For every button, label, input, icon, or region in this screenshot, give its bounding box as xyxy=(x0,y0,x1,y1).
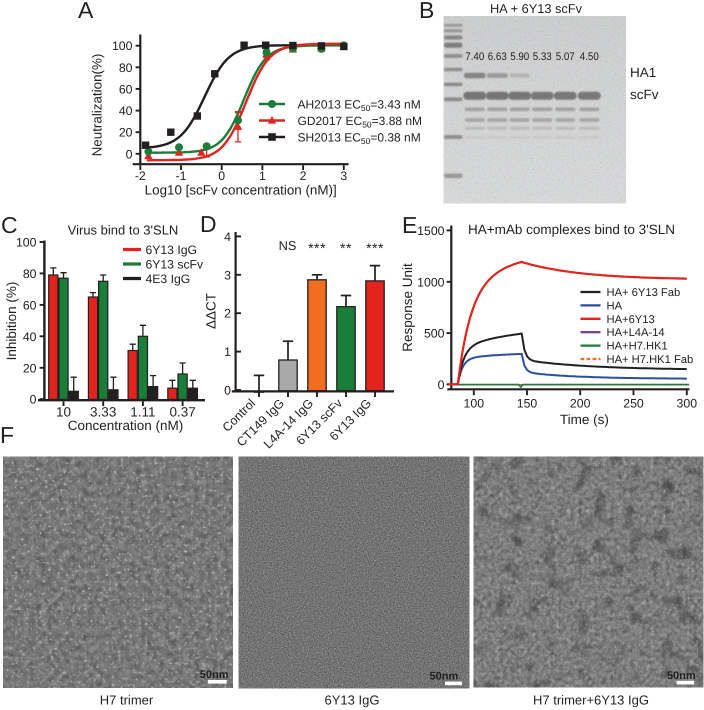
svg-text:Virus bind to 3'SLN: Virus bind to 3'SLN xyxy=(68,223,179,238)
svg-text:Inhibition (%): Inhibition (%) xyxy=(4,282,19,361)
svg-text:250: 250 xyxy=(623,397,644,411)
svg-text:HA+ 6Y13 Fab: HA+ 6Y13 Fab xyxy=(607,287,681,299)
svg-text:3.33: 3.33 xyxy=(90,405,116,420)
svg-text:2: 2 xyxy=(300,169,307,183)
svg-text:80: 80 xyxy=(23,267,37,281)
svg-text:0.37: 0.37 xyxy=(169,405,195,420)
svg-text:AH2013 EC50=3.43 nM: AH2013 EC50=3.43 nM xyxy=(298,97,421,113)
svg-text:ΔΔCT: ΔΔCT xyxy=(204,293,219,329)
svg-text:5.90: 5.90 xyxy=(510,51,529,63)
svg-text:100: 100 xyxy=(112,39,133,53)
svg-text:Log10 [scFv concentration (nM): Log10 [scFv concentration (nM)] xyxy=(145,183,337,198)
svg-text:3: 3 xyxy=(224,268,231,282)
svg-text:HA: HA xyxy=(607,300,623,312)
svg-text:40: 40 xyxy=(23,330,37,344)
svg-text:HA+L4A-14: HA+L4A-14 xyxy=(607,327,665,339)
svg-text:-1: -1 xyxy=(176,169,187,183)
svg-text:6Y13 scFv: 6Y13 scFv xyxy=(146,258,204,272)
svg-text:Concentration (nM): Concentration (nM) xyxy=(68,418,184,433)
svg-text:5.33: 5.33 xyxy=(533,51,552,63)
svg-text:1: 1 xyxy=(224,345,231,359)
svg-text:B: B xyxy=(419,0,434,23)
svg-text:20: 20 xyxy=(119,126,133,140)
svg-text:6Y13 IgG: 6Y13 IgG xyxy=(325,693,380,708)
svg-text:20: 20 xyxy=(23,361,37,375)
svg-text:0: 0 xyxy=(218,169,225,183)
svg-text:1500: 1500 xyxy=(417,224,445,238)
svg-text:HA1: HA1 xyxy=(630,65,656,80)
svg-text:HA + 6Y13 scFv: HA + 6Y13 scFv xyxy=(490,1,583,16)
svg-text:200: 200 xyxy=(570,397,591,411)
svg-text:HA+H7.HK1: HA+H7.HK1 xyxy=(607,341,668,353)
svg-text:1: 1 xyxy=(259,169,266,183)
svg-text:50nm: 50nm xyxy=(667,670,696,682)
svg-text:**: ** xyxy=(340,240,352,256)
svg-text:150: 150 xyxy=(517,397,538,411)
svg-text:50nm: 50nm xyxy=(200,669,229,681)
svg-text:Neutralization(%): Neutralization(%) xyxy=(90,54,105,157)
svg-text:H7 trimer: H7 trimer xyxy=(100,693,154,708)
svg-text:C: C xyxy=(1,212,18,238)
svg-text:50nm: 50nm xyxy=(430,671,459,683)
svg-text:0: 0 xyxy=(224,384,231,398)
svg-text:H7 trimer+6Y13 IgG: H7 trimer+6Y13 IgG xyxy=(533,693,649,708)
svg-text:80: 80 xyxy=(119,61,133,75)
svg-text:***: *** xyxy=(366,240,384,256)
svg-text:40: 40 xyxy=(119,104,133,118)
svg-text:0: 0 xyxy=(438,378,445,392)
svg-text:-2: -2 xyxy=(135,169,146,183)
svg-text:D: D xyxy=(200,211,217,237)
svg-text:Time (s): Time (s) xyxy=(560,412,609,427)
svg-text:6Y13 IgG: 6Y13 IgG xyxy=(146,243,198,257)
svg-text:HA+6Y13: HA+6Y13 xyxy=(607,314,655,326)
svg-text:60: 60 xyxy=(119,82,133,96)
svg-text:scFv: scFv xyxy=(630,87,659,102)
svg-text:4.50: 4.50 xyxy=(580,51,599,63)
svg-text:100: 100 xyxy=(464,397,485,411)
svg-text:300: 300 xyxy=(677,397,698,411)
svg-text:4E3 IgG: 4E3 IgG xyxy=(146,272,191,286)
svg-text:A: A xyxy=(78,0,94,23)
svg-text:F: F xyxy=(0,422,14,448)
svg-text:6.63: 6.63 xyxy=(488,51,507,63)
svg-text:500: 500 xyxy=(424,327,445,341)
svg-text:7.40: 7.40 xyxy=(465,51,484,63)
svg-text:60: 60 xyxy=(23,298,37,312)
svg-text:0: 0 xyxy=(30,393,37,407)
svg-text:0: 0 xyxy=(126,147,133,161)
svg-text:100: 100 xyxy=(16,236,37,250)
svg-text:***: *** xyxy=(308,240,326,256)
svg-text:1.11: 1.11 xyxy=(130,405,155,420)
svg-text:3: 3 xyxy=(340,169,347,183)
svg-text:NS: NS xyxy=(279,238,297,253)
svg-text:4: 4 xyxy=(224,230,231,244)
svg-text:HA+mAb complexes bind to 3'SLN: HA+mAb complexes bind to 3'SLN xyxy=(468,222,675,237)
svg-text:2: 2 xyxy=(224,307,231,321)
svg-text:SH2013 EC50=0.38 nM: SH2013 EC50=0.38 nM xyxy=(298,130,421,146)
svg-text:Response Unit: Response Unit xyxy=(400,263,415,352)
svg-text:GD2017 EC50=3.88 nM: GD2017 EC50=3.88 nM xyxy=(298,114,423,130)
svg-text:E: E xyxy=(402,212,417,238)
svg-text:5.07: 5.07 xyxy=(556,51,575,63)
svg-text:HA+ H7.HK1 Fab: HA+ H7.HK1 Fab xyxy=(607,354,694,366)
svg-text:1000: 1000 xyxy=(417,275,445,289)
svg-text:10: 10 xyxy=(56,405,71,420)
